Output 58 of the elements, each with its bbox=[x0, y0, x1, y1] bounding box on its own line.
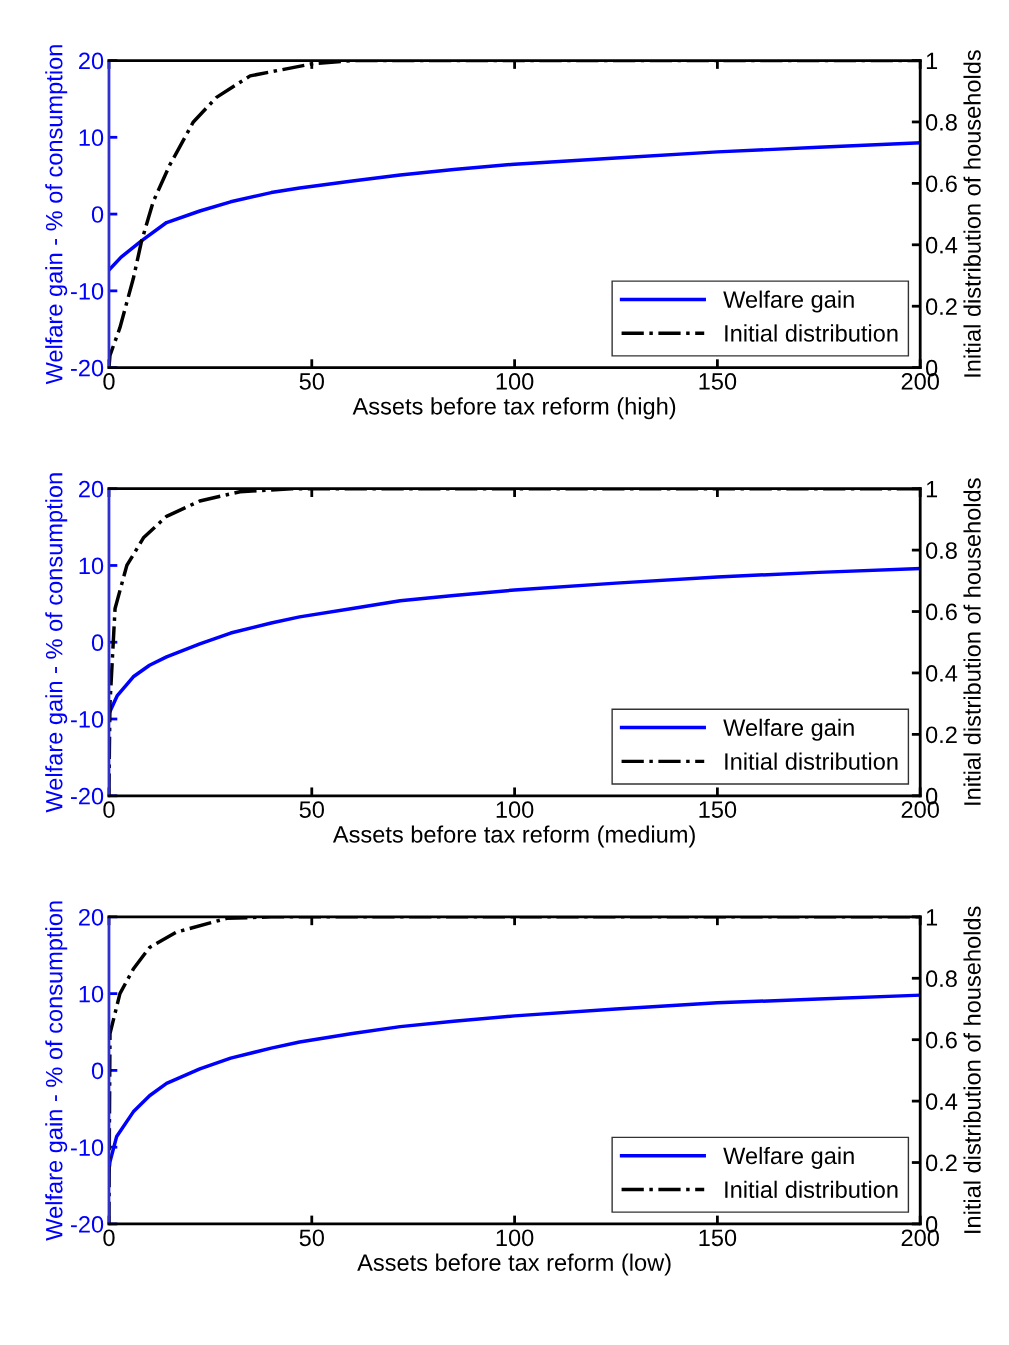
y2-tick-label: 0.8 bbox=[925, 970, 957, 988]
line-series bbox=[108, 140, 921, 272]
y-tick-label: 10 bbox=[79, 129, 104, 147]
x-tick-label: 100 bbox=[496, 373, 534, 390]
x-tick-label: 100 bbox=[496, 1229, 534, 1247]
y2-tick-label: 1 bbox=[926, 480, 938, 498]
x-axis-title: Assets before tax reform (low) bbox=[357, 1253, 671, 1276]
y2-tick-label: 0.4 bbox=[925, 1093, 958, 1110]
y2-tick-label: 1 bbox=[926, 909, 938, 926]
y-tick-label: 10 bbox=[79, 985, 104, 1003]
x-tick-label: 0 bbox=[103, 1229, 115, 1247]
y-tick-label: -10 bbox=[71, 1139, 104, 1156]
y-tick-label: -20 bbox=[71, 359, 104, 377]
legend-label: Initial distribution bbox=[725, 752, 898, 770]
legend-label: Initial distribution bbox=[725, 1180, 898, 1199]
y-tick-label: -10 bbox=[71, 282, 104, 300]
y-tick-label: -20 bbox=[71, 787, 104, 805]
y-tick-label: -20 bbox=[71, 1216, 104, 1233]
y-tick-label: 0 bbox=[91, 1062, 104, 1080]
y-tick-label: 20 bbox=[79, 908, 104, 926]
x-tick-label: 50 bbox=[299, 801, 324, 818]
x-tick-label: 100 bbox=[496, 801, 534, 818]
x-tick-label: 150 bbox=[699, 1229, 737, 1247]
y-tick-label: 0 bbox=[91, 206, 104, 223]
y2-axis-title: Initial distribution of households bbox=[963, 906, 981, 1233]
y2-axis-title: Initial distribution of households bbox=[963, 50, 981, 377]
y-tick-label: 0 bbox=[91, 634, 104, 652]
legend-label: Welfare gain bbox=[723, 1146, 854, 1169]
y-axis-title: Welfare gain - % of consumption bbox=[45, 473, 68, 813]
y-tick-label: 10 bbox=[79, 557, 104, 575]
y2-tick-label: 0.4 bbox=[925, 236, 958, 254]
y-tick-label: 20 bbox=[79, 480, 104, 498]
y2-tick-label: 0.6 bbox=[925, 1031, 957, 1049]
x-tick-label: 150 bbox=[699, 801, 737, 818]
legend-label: Welfare gain bbox=[723, 718, 854, 741]
x-tick-label: 50 bbox=[299, 373, 324, 390]
y-tick-label: -10 bbox=[71, 711, 104, 728]
x-axis-title: Assets before tax reform (high) bbox=[352, 397, 676, 420]
y2-tick-label: 0.6 bbox=[925, 603, 957, 621]
y2-tick-label: 0.4 bbox=[925, 665, 958, 682]
y2-tick-label: 0.2 bbox=[925, 1154, 957, 1172]
x-tick-label: 0 bbox=[103, 373, 115, 390]
y-tick-label: 20 bbox=[79, 52, 104, 70]
y2-tick-label: 0.2 bbox=[925, 726, 957, 744]
y2-tick-label: 0.8 bbox=[925, 542, 957, 559]
y-axis-title: Welfare gain - % of consumption bbox=[45, 45, 68, 385]
x-axis-title: Assets before tax reform (medium) bbox=[332, 825, 695, 848]
y2-tick-label: 0.8 bbox=[925, 114, 957, 131]
x-tick-label: 0 bbox=[103, 801, 115, 818]
legend-label: Initial distribution bbox=[725, 324, 898, 342]
legend-label: Welfare gain bbox=[723, 290, 854, 313]
x-tick-label: 50 bbox=[299, 1229, 324, 1247]
y2-tick-label: 0.6 bbox=[925, 175, 957, 193]
y2-axis-title: Initial distribution of households bbox=[963, 478, 981, 805]
y-axis-title: Welfare gain - % of consumption bbox=[45, 901, 68, 1241]
y2-tick-label: 0.2 bbox=[925, 298, 957, 315]
x-tick-label: 150 bbox=[699, 373, 737, 390]
y2-tick-label: 1 bbox=[926, 52, 938, 70]
